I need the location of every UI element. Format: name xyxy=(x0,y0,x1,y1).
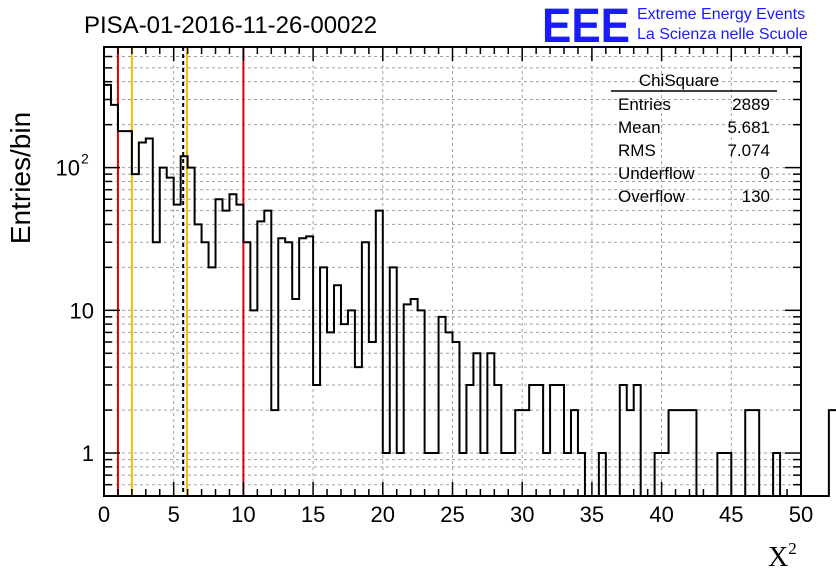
histogram-bin xyxy=(216,199,223,496)
histogram-bin xyxy=(634,385,641,496)
stats-row-value: 130 xyxy=(742,187,770,206)
histogram-outline xyxy=(103,83,836,497)
histogram-bin xyxy=(313,385,320,496)
histogram-bin xyxy=(327,332,334,496)
histogram-bin xyxy=(250,310,257,496)
stats-row-label: RMS xyxy=(618,141,656,160)
x-tick-label: 0 xyxy=(98,502,110,527)
histogram-bin xyxy=(390,267,397,496)
histogram-bin xyxy=(118,131,125,496)
histogram-bin xyxy=(195,224,202,496)
histogram-bin xyxy=(236,205,243,496)
histogram-bin xyxy=(529,385,536,496)
histogram-series xyxy=(103,83,836,497)
histogram-bin xyxy=(550,385,557,496)
y-tick-label-exponent: 2 xyxy=(81,151,89,167)
histogram-bin xyxy=(446,332,453,496)
eee-logo: EEE Extreme Energy Events La Scienza nel… xyxy=(542,0,808,53)
histogram-bin xyxy=(257,221,264,496)
x-tick-label: 30 xyxy=(510,502,534,527)
histogram-bin xyxy=(243,242,250,496)
histogram-bin xyxy=(418,310,425,496)
x-tick-label: 50 xyxy=(789,502,813,527)
stats-rows: Entries 2889 Mean 5.681 RMS 7.074 Underflow 0 Ov… xyxy=(618,95,770,206)
x-tick-label: 20 xyxy=(371,502,395,527)
histogram-bin xyxy=(620,385,627,496)
stats-row-value: 7.074 xyxy=(727,141,770,160)
histogram-bin xyxy=(557,385,564,496)
histogram-bin xyxy=(494,385,501,496)
logo-line-1: Extreme Energy Events xyxy=(637,6,805,23)
histogram-bin xyxy=(139,142,146,496)
stats-row-label: Entries xyxy=(618,95,671,114)
y-tick-label: 1 xyxy=(82,441,94,466)
stats-row-label: Mean xyxy=(618,118,661,137)
x-tick-label: 10 xyxy=(231,502,255,527)
histogram-bin xyxy=(174,205,181,496)
x-tick-label: 15 xyxy=(301,502,325,527)
y-axis-label: Entries/bin xyxy=(5,112,36,244)
x-axis-label: X2 xyxy=(768,539,797,572)
histogram-bin xyxy=(229,194,236,496)
stats-box: ChiSquare Entries 2889 Mean 5.681 RMS 7.074 Un… xyxy=(611,71,777,206)
x-tick-label: 45 xyxy=(719,502,743,527)
histogram-bin xyxy=(125,131,132,496)
stats-row-label: Underflow xyxy=(618,164,695,183)
histogram-bin xyxy=(132,174,139,496)
histogram-bin xyxy=(167,178,174,496)
marker-lines xyxy=(116,47,245,496)
histogram-bin xyxy=(285,242,292,496)
histogram-bin xyxy=(153,242,160,496)
y-tick-label: 10 xyxy=(70,298,94,323)
histogram-bin xyxy=(536,385,543,496)
histogram-bin xyxy=(202,242,209,496)
x-tick-label: 5 xyxy=(168,502,180,527)
histogram-bin xyxy=(466,385,473,496)
y-tick-label: 10 xyxy=(56,156,80,181)
histogram-bin xyxy=(473,353,480,496)
histogram-bin xyxy=(111,105,118,496)
histogram-bin xyxy=(320,267,327,496)
histogram-bin xyxy=(306,236,313,496)
histogram-bin xyxy=(160,168,167,496)
logo-line-2: La Scienza nelle Scuole xyxy=(637,26,808,43)
histogram-bin xyxy=(453,342,460,496)
stats-row-label: Overflow xyxy=(618,187,686,206)
histogram-bin xyxy=(362,242,369,496)
stats-row-value: 2889 xyxy=(732,95,770,114)
x-tick-label: 25 xyxy=(440,502,464,527)
x-tick-label: 40 xyxy=(649,502,673,527)
histogram-bin xyxy=(188,168,195,496)
histogram-bin xyxy=(209,267,216,496)
x-axis-label-superscript: 2 xyxy=(788,539,797,558)
chart-title: PISA-01-2016-11-26-00022 xyxy=(84,12,377,39)
histogram-bin xyxy=(487,353,494,496)
stats-title: ChiSquare xyxy=(639,71,719,90)
histogram-bin xyxy=(104,85,111,496)
histogram-bin xyxy=(829,410,836,496)
histogram-bin xyxy=(355,367,362,496)
histogram-bin xyxy=(439,317,446,496)
stats-row-value: 0 xyxy=(761,164,770,183)
logo-mark: EEE xyxy=(542,0,630,53)
grid-lines xyxy=(104,47,801,496)
x-tick-label: 35 xyxy=(580,502,604,527)
stats-row-value: 5.681 xyxy=(727,118,770,137)
axis-ticks xyxy=(103,46,802,497)
histogram-bin xyxy=(348,310,355,496)
histogram-bin xyxy=(369,342,376,496)
